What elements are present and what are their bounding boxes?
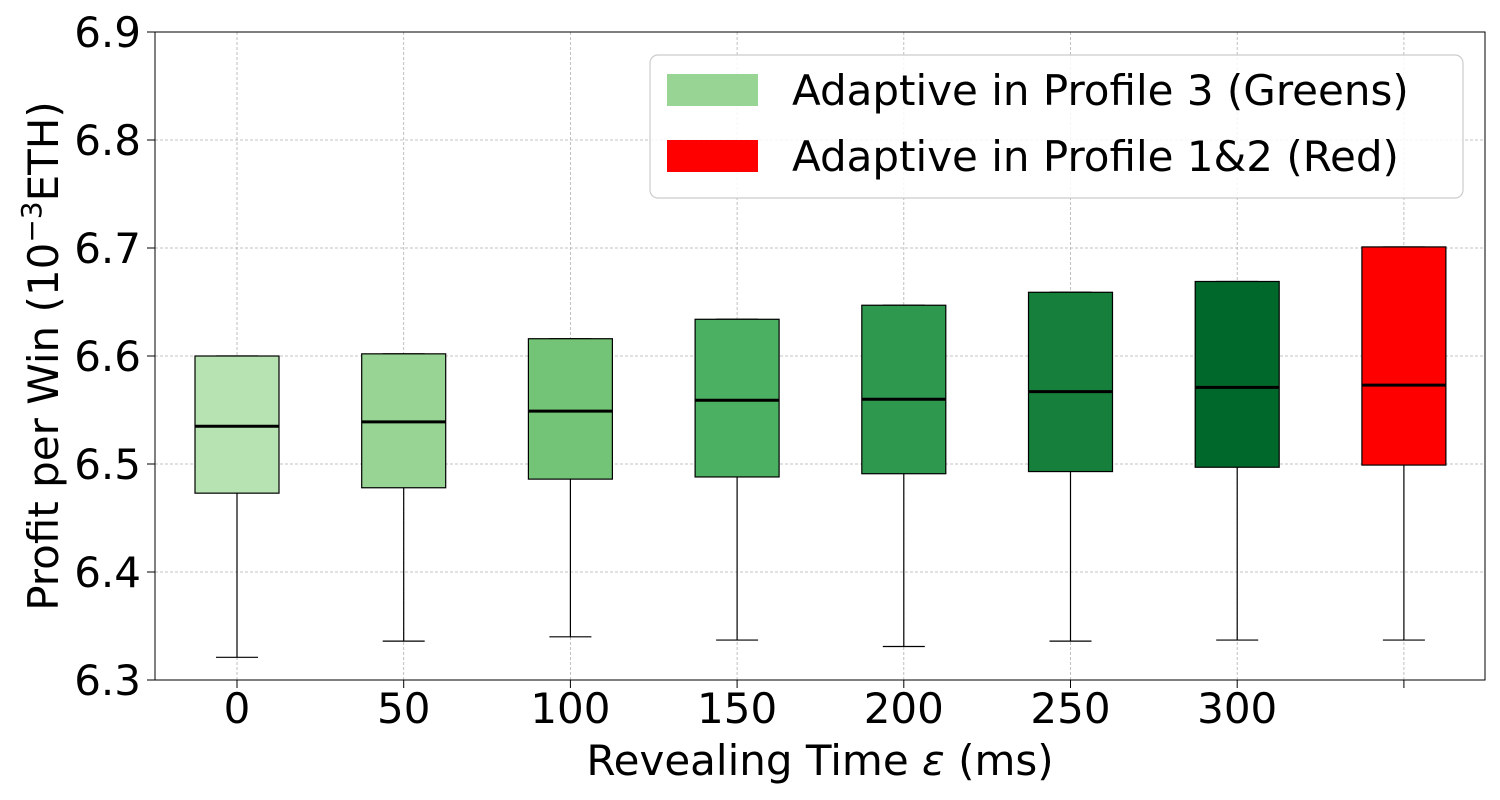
- y-tick-label: 6.5: [74, 440, 141, 489]
- y-tick-label: 6.6: [74, 332, 141, 381]
- box-0: [194, 355, 280, 658]
- box-250: [1027, 291, 1114, 642]
- box-50: [361, 353, 447, 642]
- x-tick-label: 200: [864, 684, 944, 733]
- box-iqr: [1027, 291, 1114, 473]
- box-iqr: [1361, 246, 1447, 466]
- box-100: [527, 338, 614, 638]
- box-200: [861, 304, 947, 648]
- x-axis-label: Revealing Time ε (ms): [586, 736, 1053, 785]
- box-iqr: [694, 318, 780, 478]
- y-axis: 6.3 6.4 6.5 6.6 6.7 6.8 6.9: [74, 8, 155, 705]
- y-tick-label: 6.9: [74, 8, 141, 57]
- box-iqr: [527, 338, 614, 480]
- box-series: [194, 246, 1447, 658]
- box-iqr: [861, 304, 947, 475]
- y-tick-label: 6.8: [74, 116, 141, 165]
- x-tick-label: 300: [1197, 684, 1277, 733]
- x-axis: 0 50 100 150 200 250 300: [224, 680, 1405, 733]
- box-profile-1-2: [1361, 246, 1447, 641]
- x-tick-label: 0: [224, 684, 251, 733]
- y-axis-label: Profit per Win (10−3ETH): [15, 101, 68, 611]
- box-150: [694, 318, 780, 641]
- legend-swatch: [667, 74, 758, 106]
- x-tick-label: 50: [377, 684, 430, 733]
- x-tick-label: 150: [697, 684, 777, 733]
- legend-label: Adaptive in Profile 3 (Greens): [792, 66, 1409, 115]
- box-300: [1194, 280, 1280, 641]
- legend-label: Adaptive in Profile 1&2 (Red): [792, 132, 1399, 181]
- box-iqr: [1194, 280, 1280, 468]
- legend-swatch: [667, 140, 758, 172]
- y-tick-label: 6.3: [74, 656, 141, 705]
- legend: Adaptive in Profile 3 (Greens) Adaptive i…: [649, 54, 1464, 199]
- box-iqr: [194, 355, 280, 494]
- y-tick-label: 6.7: [74, 224, 141, 273]
- y-tick-label: 6.4: [74, 548, 141, 597]
- legend-frame: [649, 54, 1464, 199]
- x-tick-label: 100: [530, 684, 610, 733]
- x-tick-label: 250: [1030, 684, 1110, 733]
